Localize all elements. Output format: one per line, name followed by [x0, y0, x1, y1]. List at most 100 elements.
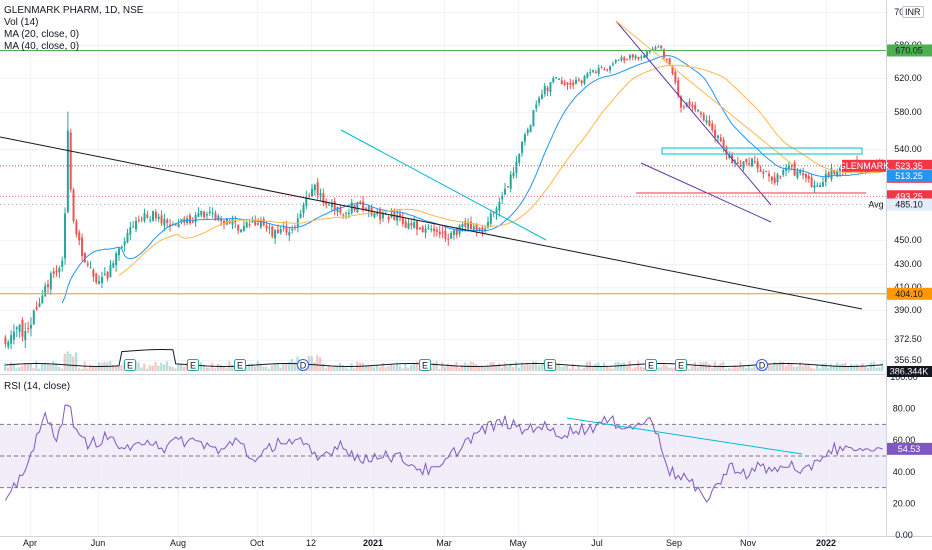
- candle: [205, 211, 208, 221]
- candle-body: [279, 228, 282, 233]
- candle-body: [245, 222, 248, 228]
- candle-body: [376, 211, 379, 215]
- candle-body: [643, 55, 646, 58]
- candle: [614, 58, 617, 65]
- candle-body: [254, 220, 257, 226]
- candle: [274, 229, 277, 245]
- volume-bar: [409, 364, 413, 371]
- candle-body: [637, 56, 640, 59]
- volume-bar: [29, 363, 32, 371]
- earnings-marker[interactable]: E: [234, 359, 246, 371]
- candle-body: [132, 226, 135, 228]
- candle: [342, 213, 345, 219]
- volume-bar: [730, 368, 733, 371]
- candle-body: [492, 212, 495, 214]
- volume-bar: [872, 361, 875, 371]
- candle-body: [393, 212, 396, 220]
- volume-bar: [716, 365, 719, 371]
- candle-body: [742, 161, 745, 169]
- earnings-marker[interactable]: E: [419, 359, 431, 371]
- earnings-marker[interactable]: E: [124, 359, 136, 371]
- volume-bar: [506, 366, 509, 371]
- candle-body: [790, 165, 793, 167]
- candle-body: [441, 232, 444, 234]
- candle-body: [257, 223, 260, 225]
- symbol-title[interactable]: GLENMARK PHARM, 1D, NSE: [4, 5, 144, 16]
- volume-bar: [665, 365, 668, 371]
- candle-body: [782, 169, 785, 175]
- indicator-vol[interactable]: Vol (14): [4, 17, 39, 28]
- volume-bar: [438, 368, 441, 371]
- candle: [126, 228, 129, 244]
- time-tick-label: 12: [306, 538, 316, 548]
- volume-bar: [489, 362, 492, 371]
- candle-body: [21, 319, 24, 337]
- volume-bar: [656, 367, 660, 371]
- candle-body: [313, 184, 316, 191]
- rsi-axis: 100.00 80.00 60.00 40.00 20.00 0.00: [890, 372, 918, 540]
- volume-bar: [151, 365, 154, 371]
- candle-body: [64, 213, 67, 259]
- rsi-last-tag: 54.53: [898, 444, 921, 454]
- candle: [827, 171, 830, 179]
- volume-bar: [631, 368, 634, 371]
- candle-body: [86, 263, 89, 266]
- currency-badge[interactable]: INR: [902, 6, 924, 18]
- candle-body: [557, 78, 560, 80]
- volume-bar: [259, 363, 262, 371]
- indicator-ma20[interactable]: MA (20, close, 0): [4, 29, 80, 40]
- earnings-marker[interactable]: E: [645, 359, 657, 371]
- dividend-marker[interactable]: D: [756, 359, 768, 371]
- candle: [217, 214, 220, 222]
- candle-body: [126, 232, 129, 243]
- indicator-ma40[interactable]: MA (40, close, 0): [4, 41, 80, 52]
- volume-bar: [80, 368, 83, 371]
- price-tick-label: 430.00: [894, 259, 922, 269]
- volume-bar: [350, 363, 353, 371]
- candle-body: [529, 125, 532, 133]
- candle-body: [765, 171, 768, 173]
- dividend-marker-badge: [297, 359, 309, 371]
- candle-body: [194, 215, 197, 223]
- dividend-marker[interactable]: D: [297, 359, 309, 371]
- candle-body: [498, 202, 501, 211]
- volume-bar: [747, 364, 750, 371]
- candle-body: [166, 219, 169, 223]
- candle-body: [623, 57, 626, 61]
- volume-bar: [367, 365, 370, 371]
- candle: [197, 207, 200, 218]
- candle-body: [810, 177, 813, 188]
- candle-body: [123, 241, 126, 246]
- candle-body: [109, 265, 112, 277]
- rsi-legend[interactable]: RSI (14, close): [4, 381, 71, 392]
- volume-bar: [696, 367, 699, 371]
- volume-bar: [673, 367, 677, 371]
- candle-body: [137, 219, 140, 221]
- candle: [211, 207, 214, 218]
- volume-bar: [628, 361, 631, 371]
- earnings-marker[interactable]: E: [544, 359, 556, 371]
- volume-bar: [719, 363, 722, 371]
- candle-body: [626, 59, 629, 61]
- candle: [444, 225, 447, 243]
- volume-bar: [199, 362, 203, 371]
- earnings-marker[interactable]: E: [675, 359, 687, 371]
- volume-bar: [818, 368, 821, 371]
- price-tag-bg: [887, 170, 932, 183]
- candle: [736, 156, 739, 165]
- volume-bar: [503, 362, 506, 371]
- earnings-marker[interactable]: E: [187, 359, 199, 371]
- candle: [18, 323, 21, 338]
- volume-bar: [659, 367, 662, 371]
- candle: [330, 199, 333, 212]
- candle-body: [285, 226, 288, 233]
- volume-bar: [182, 366, 186, 371]
- candle: [47, 279, 49, 294]
- candle-body: [27, 328, 30, 330]
- candle: [66, 111, 69, 214]
- candle: [129, 221, 132, 241]
- candle: [95, 272, 98, 285]
- volume-bar: [324, 368, 328, 371]
- candle: [705, 115, 708, 125]
